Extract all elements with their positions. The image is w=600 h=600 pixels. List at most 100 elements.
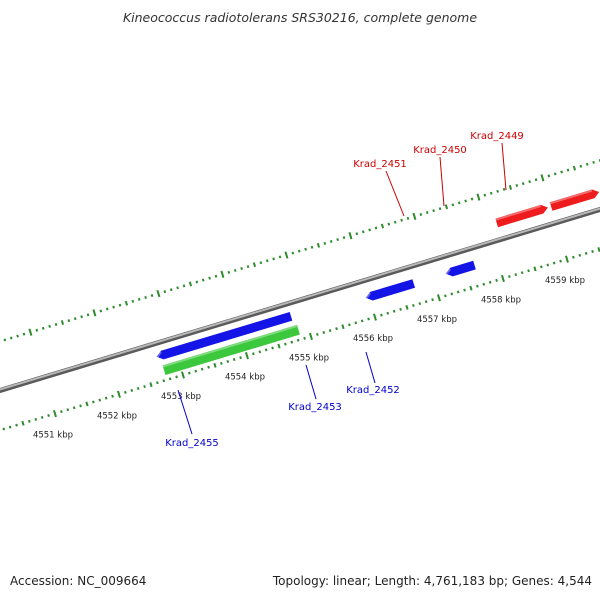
upper-scale-tick xyxy=(380,223,385,229)
upper-scale-tick xyxy=(329,240,333,243)
upper-scale-tick xyxy=(502,187,506,191)
upper-scale-tick xyxy=(483,193,487,197)
gene-arrow-highlight xyxy=(444,268,452,276)
lower-scale-tick xyxy=(469,285,473,291)
lower-scale-tick xyxy=(104,396,108,400)
upper-scale-tick xyxy=(534,178,538,182)
upper-scale-tick xyxy=(566,168,570,172)
forward-gene-arrow xyxy=(549,189,600,211)
upper-scale-tick xyxy=(323,241,327,245)
lower-scale-tick xyxy=(450,292,454,296)
upper-scale-tick xyxy=(67,319,71,323)
scale-label: 4553 kbp xyxy=(161,392,201,402)
lower-scale-tick xyxy=(21,420,25,426)
upper-scale-tick xyxy=(259,261,263,265)
lower-scale-tick xyxy=(392,309,396,313)
gene-label: Krad_2451 xyxy=(353,159,407,170)
upper-scale-tick xyxy=(291,251,295,255)
lower-scale-tick xyxy=(559,259,562,263)
lower-scale-tick xyxy=(181,371,185,379)
lower-scale-tick xyxy=(501,274,505,283)
upper-scale-tick xyxy=(195,280,199,284)
lower-scale-tick xyxy=(28,419,31,423)
lower-scale-tick xyxy=(124,390,127,394)
lower-scale-tick xyxy=(175,375,178,379)
upper-scale-tick xyxy=(188,281,193,287)
lower-scale-tick xyxy=(40,415,44,419)
upper-scale-tick xyxy=(438,207,442,211)
upper-scale-tick xyxy=(3,338,7,342)
upper-scale-tick xyxy=(444,204,449,210)
upper-scale-tick xyxy=(406,216,410,220)
upper-scale-tick xyxy=(560,170,563,174)
upper-scale-tick xyxy=(252,262,257,268)
lower-scale-tick xyxy=(60,410,63,414)
scale-label: 4557 kbp xyxy=(417,315,457,325)
lower-scale-tick xyxy=(367,317,370,321)
upper-scale-tick xyxy=(137,297,141,301)
upper-scale-tick xyxy=(348,232,353,240)
upper-scale-tick xyxy=(105,307,109,311)
lower-scale-tick xyxy=(495,278,498,282)
lower-scale-tick xyxy=(591,249,594,253)
lower-scale-tick xyxy=(117,390,121,398)
lower-scale-tick xyxy=(373,313,377,321)
gene-label: Krad_2453 xyxy=(288,402,342,413)
upper-scale-tick xyxy=(240,267,243,270)
upper-scale-tick xyxy=(304,247,307,251)
reverse-gene-arrow xyxy=(365,279,415,301)
upper-scale-tick xyxy=(246,265,250,269)
lower-scale-tick xyxy=(220,361,223,365)
upper-scale-tick xyxy=(489,191,493,195)
lower-scale-tick xyxy=(156,381,159,385)
lower-scale-tick xyxy=(482,282,486,286)
upper-scale-tick xyxy=(470,197,474,201)
rna-gene-arrow xyxy=(162,324,300,375)
upper-scale-tick xyxy=(112,305,115,309)
upper-scale-tick xyxy=(22,332,26,336)
lower-scale-tick xyxy=(53,409,57,418)
lower-scale-tick xyxy=(316,332,319,336)
upper-scale-tick xyxy=(419,212,423,216)
scale-label: 4558 kbp xyxy=(481,295,521,305)
lower-scale-tick xyxy=(335,327,338,331)
upper-scale-tick xyxy=(48,324,51,328)
lower-scale-tick xyxy=(168,377,172,381)
lower-scale-tick xyxy=(2,427,6,431)
lower-scale-tick xyxy=(380,313,383,317)
lower-scale-tick xyxy=(277,343,281,349)
upper-scale-tick xyxy=(355,232,359,236)
gene-arrow-highlight xyxy=(155,351,162,359)
gene-label-leader xyxy=(365,351,376,384)
upper-scale-tick xyxy=(361,230,365,234)
upper-scale-tick xyxy=(368,228,371,232)
lower-scale-tick xyxy=(79,404,82,408)
lower-scale-tick xyxy=(207,365,210,369)
upper-scale-tick xyxy=(60,320,65,325)
upper-scale-tick xyxy=(80,315,83,319)
lower-scale-tick xyxy=(444,294,447,298)
upper-scale-tick xyxy=(425,211,429,215)
lower-scale-tick xyxy=(584,251,588,255)
genome-summary: Topology: linear; Length: 4,761,183 bp; … xyxy=(272,574,592,588)
lower-scale-tick xyxy=(200,367,204,371)
lower-scale-tick xyxy=(488,280,492,284)
upper-scale-tick xyxy=(553,172,557,176)
upper-scale-tick xyxy=(451,203,455,207)
upper-scale-tick xyxy=(400,218,403,222)
upper-scale-tick xyxy=(521,182,525,186)
lower-scale-tick xyxy=(130,388,134,392)
lower-scale-tick xyxy=(85,401,89,407)
upper-scale-tick xyxy=(592,160,595,164)
lower-scale-tick xyxy=(463,288,466,292)
lower-scale-tick xyxy=(508,275,511,279)
upper-scale-tick xyxy=(387,222,391,226)
upper-scale-tick xyxy=(214,274,218,278)
gene-label-leader xyxy=(177,389,193,435)
upper-scale-tick xyxy=(208,276,211,280)
upper-scale-tick xyxy=(35,328,39,332)
gene-label-leader xyxy=(501,142,507,191)
lower-scale-tick xyxy=(98,398,102,402)
gene-arrow-highlight xyxy=(495,205,542,221)
